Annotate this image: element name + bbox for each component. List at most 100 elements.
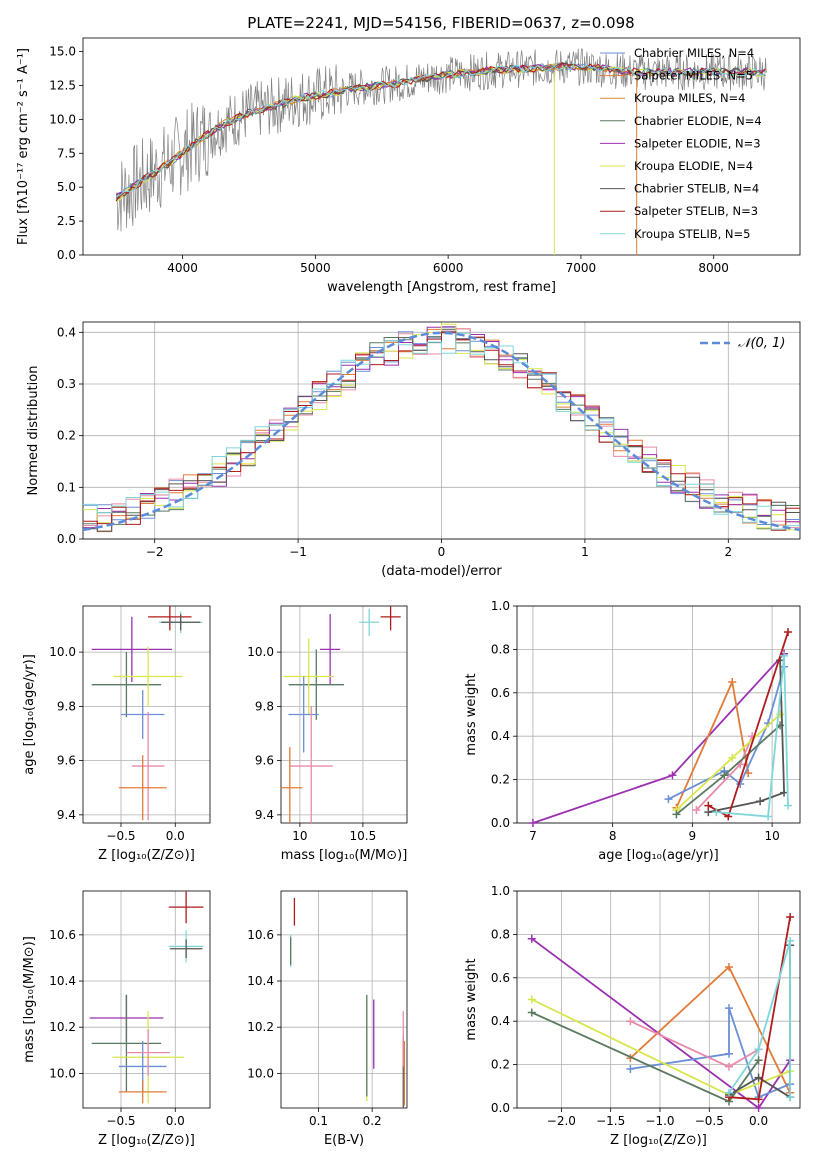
- y-tick-label: 9.6: [57, 754, 76, 768]
- y-tick-label: 0.0: [57, 248, 76, 262]
- x-tick-label: 4000: [167, 261, 198, 275]
- x-tick-label: −2: [146, 545, 164, 559]
- y-tick-label: 10.2: [49, 1020, 76, 1034]
- weight-point: [725, 962, 734, 971]
- y-tick-label: 0.1: [57, 480, 76, 494]
- weight-point: [754, 1104, 763, 1112]
- weight-point: [786, 936, 795, 945]
- y-tick-label: 5.0: [57, 180, 76, 194]
- weight-point: [668, 771, 677, 780]
- legend-label: Chabrier ELODIE, N=4: [634, 114, 762, 128]
- axes-frame: [516, 605, 801, 824]
- axes-frame: [280, 890, 408, 1109]
- legend-label: Kroupa ELODIE, N=4: [634, 159, 753, 173]
- x-axis-label: Z [log₁₀(Z/Z⊙)]: [98, 848, 195, 863]
- weight-point: [754, 1073, 763, 1082]
- y-tick-label: 0.4: [57, 325, 76, 339]
- legend-label: Salpeter MILES, N=5: [634, 69, 753, 83]
- y-tick-label: 9.6: [255, 754, 274, 768]
- x-tick-label: 0.2: [363, 1114, 382, 1128]
- y-axis-label: mass weight: [464, 673, 479, 755]
- x-tick-label: 5000: [300, 261, 331, 275]
- legend-label: 𝒩(0, 1): [738, 336, 785, 351]
- x-tick-label: 0: [438, 545, 446, 559]
- panel-z-mass: −0.5 0.0 10.0 10.2 10.4 10.6 Z [log₁₀(Z/Z⊙)] ma…: [22, 890, 211, 1148]
- x-tick-label: 0.1: [309, 1114, 328, 1128]
- y-tick-label: 0.4: [491, 729, 510, 743]
- x-tick-label: −0.5: [106, 829, 135, 843]
- x-axis-label: (data-model)/error: [381, 564, 502, 579]
- weight-point: [780, 651, 789, 660]
- panel-z-weight: −2.0 −1.5 −1.0 −0.5 0.0 0.0 0.2 0.4 0.6 0.8 1.0 Z […: [464, 884, 801, 1148]
- y-tick-label: 15.0: [49, 45, 76, 59]
- y-tick-label: 0.3: [57, 377, 76, 391]
- axes-frame: [82, 605, 211, 824]
- y-tick-label: 0.8: [491, 927, 510, 941]
- y-axis-label: mass [log₁₀(M/M⊙)]: [22, 936, 37, 1063]
- y-tick-label: 9.4: [57, 808, 76, 822]
- y-tick-label: 1.0: [491, 884, 510, 898]
- x-tick-label: 0.0: [749, 1114, 768, 1128]
- model-spectrum: [115, 62, 766, 202]
- weight-point: [786, 1093, 795, 1102]
- x-tick-label: 10.5: [350, 829, 377, 843]
- y-tick-label: 10.4: [247, 974, 274, 988]
- weight-point: [725, 1004, 734, 1013]
- weight-point: [756, 797, 765, 806]
- panel-z-age: −0.5 0.0 9.4 9.6 9.8 10.0 Z [log₁₀(Z/Z⊙)] age […: [22, 605, 211, 863]
- panel-spectrum: 4000 5000 6000 7000 8000 0.0 2.5 5.0 7.5 10.0 12.5…: [16, 37, 801, 295]
- y-tick-label: 9.4: [255, 808, 274, 822]
- model-spectrum: [116, 62, 766, 197]
- weight-point: [728, 753, 737, 762]
- x-tick-label: 0.0: [166, 1114, 185, 1128]
- y-tick-label: 10.6: [49, 928, 76, 942]
- x-tick-label: 6000: [433, 261, 464, 275]
- weight-point: [725, 1049, 734, 1058]
- axes-frame: [82, 37, 801, 256]
- panel-ebv-mass: 0.1 0.2 10.0 10.2 10.4 10.6 E(B-V): [247, 890, 408, 1148]
- weight-point: [527, 995, 536, 1004]
- x-axis-label: mass [log₁₀(M/M⊙)]: [281, 848, 408, 863]
- x-tick-label: 2: [724, 545, 732, 559]
- panel-age-weight: 7 8 9 10 0.0 0.2 0.4 0.6 0.8 1.0 age [log₁₀(age/yr…: [464, 599, 801, 863]
- x-axis-label: age [log₁₀(age/yr)]: [598, 848, 719, 863]
- x-tick-label: −2.0: [547, 1114, 576, 1128]
- histogram-series: [83, 332, 800, 531]
- x-tick-label: 7: [529, 829, 537, 843]
- errorbar-group: [89, 891, 204, 1104]
- y-tick-label: 10.0: [247, 1066, 274, 1080]
- weight-series: [716, 655, 789, 818]
- y-tick-label: 2.5: [57, 214, 76, 228]
- y-tick-label: 12.5: [49, 78, 76, 92]
- weight-point: [692, 805, 701, 814]
- panels: 4000 5000 6000 7000 80000.02.55.07.510.012.5…: [16, 37, 801, 1148]
- weight-point: [725, 1062, 734, 1071]
- y-tick-label: 9.8: [255, 699, 274, 713]
- weight-point: [754, 1095, 763, 1104]
- y-axis-label: mass weight: [464, 958, 479, 1040]
- legend-label: Chabrier STELIB, N=4: [634, 182, 759, 196]
- y-tick-label: 0.0: [57, 532, 76, 546]
- weight-series: [532, 653, 785, 824]
- y-tick-label: 0.2: [57, 429, 76, 443]
- y-tick-label: 10.6: [247, 928, 274, 942]
- y-axis-label: age [log₁₀(age/yr)]: [22, 654, 37, 775]
- weight-point: [704, 801, 713, 810]
- weight-point: [672, 810, 681, 819]
- weight-point: [754, 1045, 763, 1054]
- weight-point: [786, 913, 795, 922]
- legend-label: Chabrier MILES, N=4: [634, 46, 754, 60]
- y-tick-label: 9.8: [57, 699, 76, 713]
- weight-point: [784, 801, 793, 810]
- weight-point: [764, 812, 773, 821]
- legend-label: Salpeter STELIB, N=3: [634, 204, 758, 218]
- x-tick-label: −0.5: [106, 1114, 135, 1128]
- axes-frame: [82, 321, 801, 540]
- weight-point: [626, 1017, 635, 1026]
- x-tick-label: 1: [581, 545, 589, 559]
- legend-label: Kroupa MILES, N=4: [634, 91, 746, 105]
- x-tick-label: 9: [689, 829, 697, 843]
- weight-point: [626, 1064, 635, 1073]
- weight-point: [528, 819, 537, 827]
- errorbar-group: [281, 606, 401, 823]
